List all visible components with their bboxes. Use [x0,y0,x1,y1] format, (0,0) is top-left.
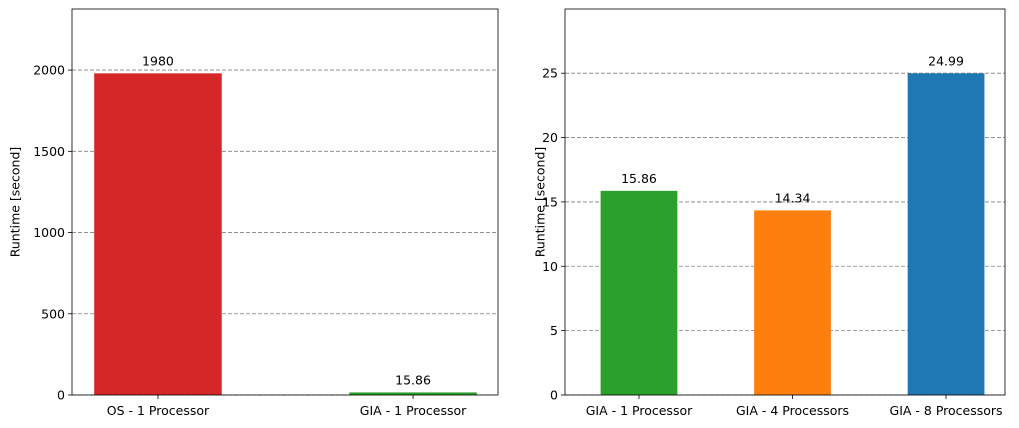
y-tick-label: 20 [542,130,558,145]
y-axis-label: Runtime [second] [8,147,23,258]
y-tick-label: 10 [542,259,558,274]
value-label: 24.99 [928,53,964,68]
value-label: 15.86 [395,372,431,387]
x-tick-label: GIA - 1 Processor [586,403,693,418]
value-label: 14.34 [775,190,811,205]
bar [907,73,985,395]
value-label: 15.86 [621,171,657,186]
bar [754,210,831,395]
y-tick-label: 0 [57,388,65,403]
value-label: 1980 [142,53,174,68]
y-tick-label: 2000 [33,63,65,78]
axes-frame [564,8,1006,396]
y-tick-label: 15 [542,194,558,209]
y-tick-label: 0 [550,388,558,403]
bar [94,73,222,395]
y-tick-label: 500 [41,306,65,321]
axes-frame [71,8,499,396]
x-tick-label: GIA - 4 Processors [736,403,849,418]
bar [600,190,678,395]
y-tick-label: 1500 [33,144,65,159]
x-tick-label: OS - 1 Processor [107,403,210,418]
x-tick-label: GIA - 1 Processor [360,403,467,418]
y-tick-label: 1000 [33,225,65,240]
x-tick-label: GIA - 8 Processors [890,403,1003,418]
y-tick-label: 25 [542,66,558,81]
bar [349,392,477,395]
y-axis-label: Runtime [second] [533,147,548,258]
y-tick-label: 5 [550,323,558,338]
